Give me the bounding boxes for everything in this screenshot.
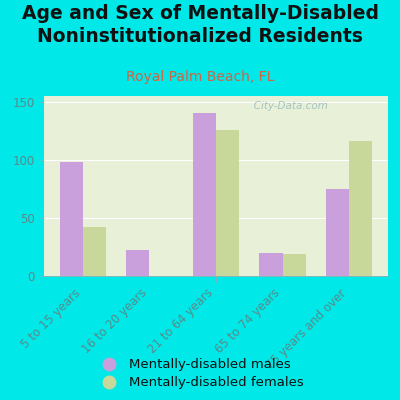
Bar [60, 162, 83, 276]
Bar [216, 130, 239, 276]
Bar [349, 141, 372, 276]
Bar [282, 254, 306, 276]
Bar [259, 253, 282, 276]
Text: Royal Palm Beach, FL: Royal Palm Beach, FL [126, 70, 274, 84]
Bar [326, 189, 349, 276]
Text: Age and Sex of Mentally-Disabled
Noninstitutionalized Residents: Age and Sex of Mentally-Disabled Noninst… [22, 4, 378, 46]
Bar [126, 250, 150, 276]
Bar [193, 114, 216, 276]
Legend: Mentally-disabled males, Mentally-disabled females: Mentally-disabled males, Mentally-disabl… [96, 358, 304, 390]
Text: City-Data.com: City-Data.com [244, 101, 327, 111]
Bar [83, 227, 106, 276]
